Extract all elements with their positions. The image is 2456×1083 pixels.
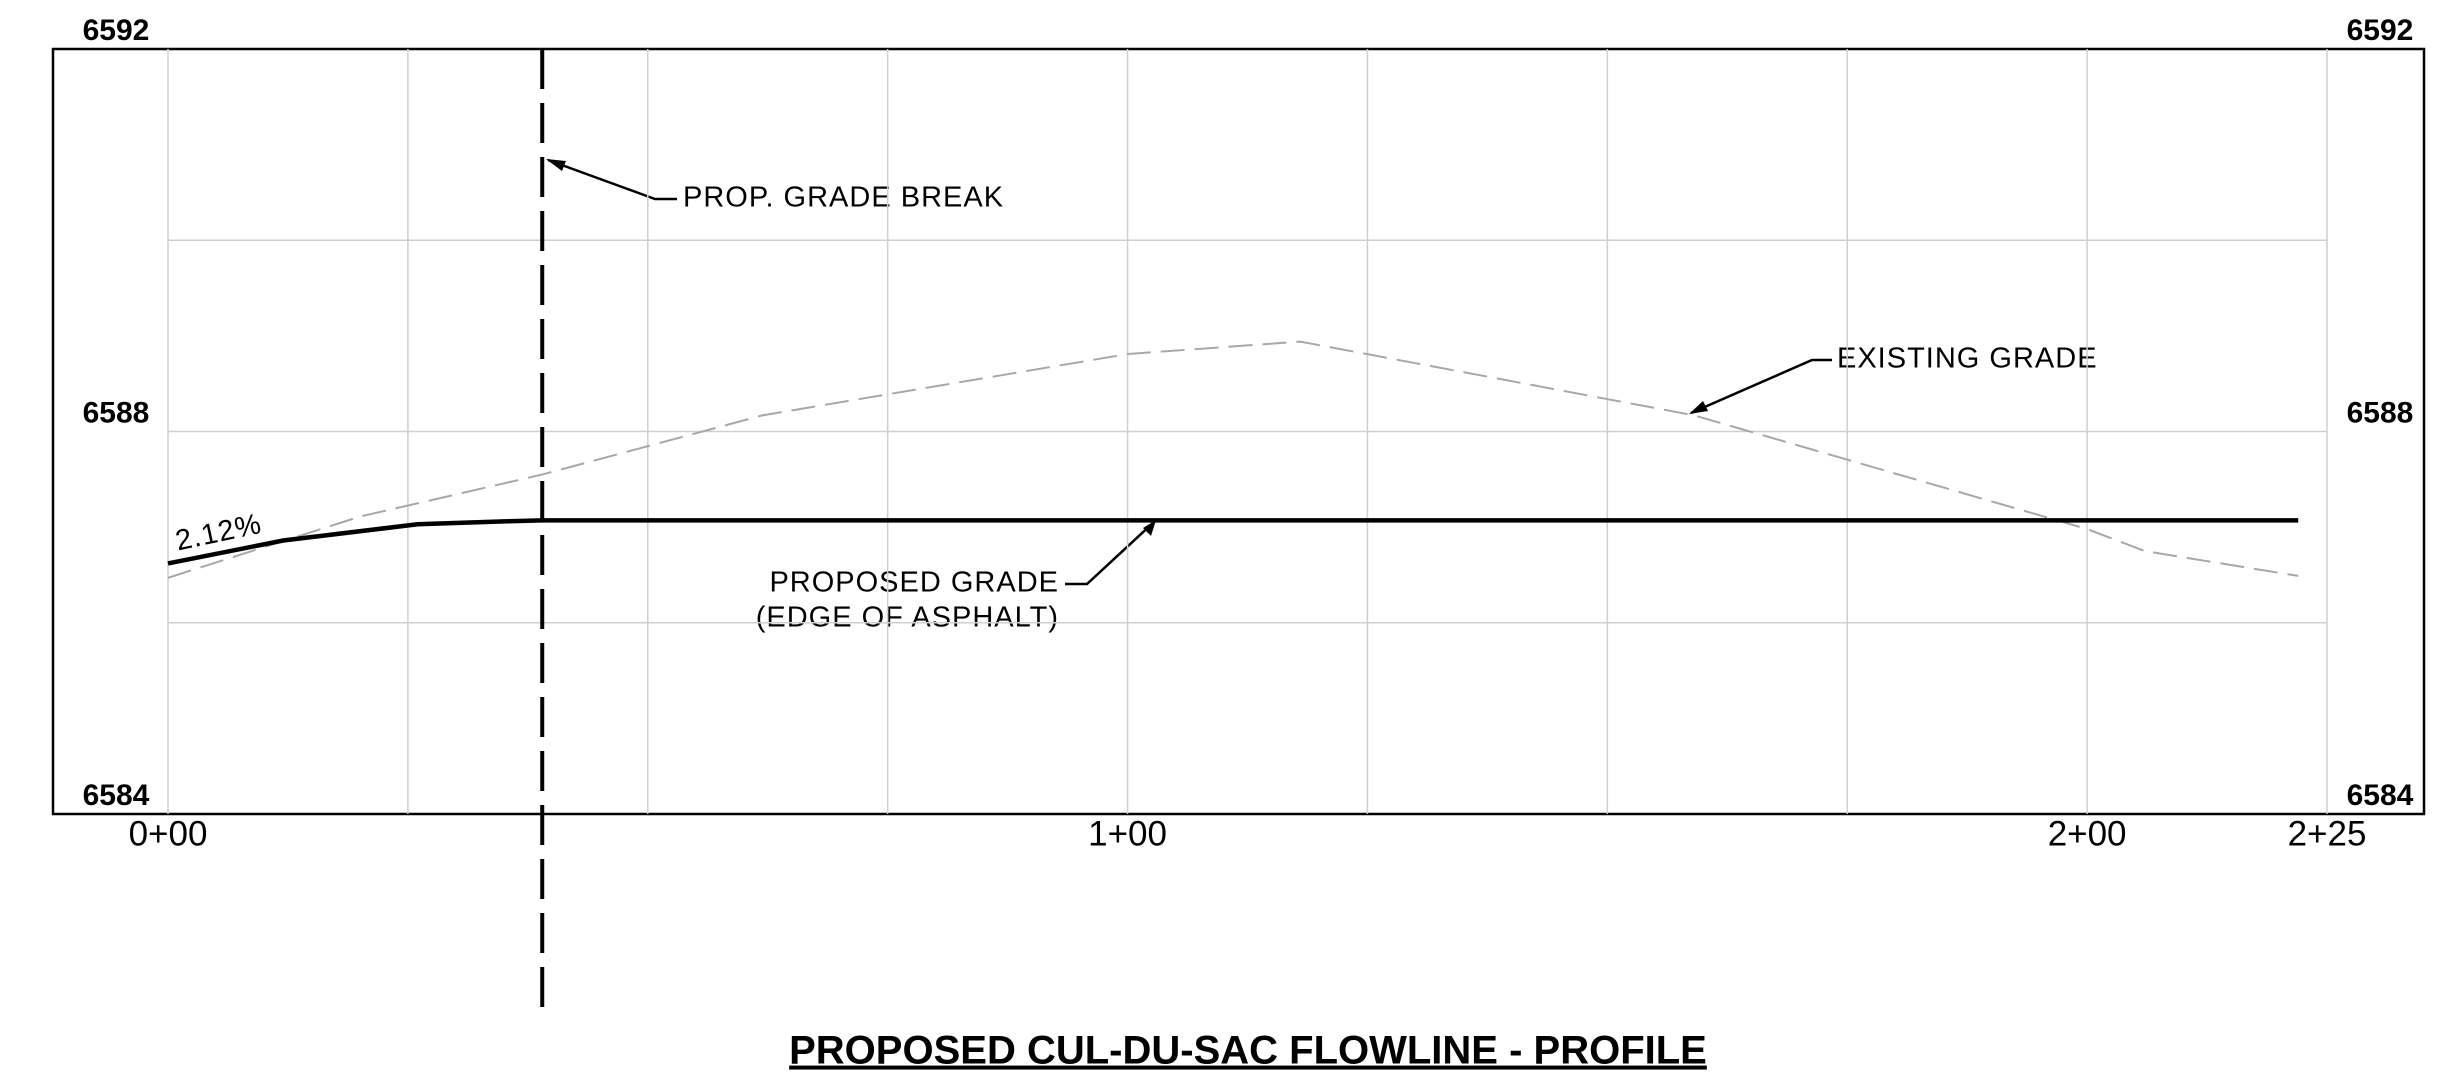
proposed-leader (1065, 521, 1155, 586)
arrowhead (1689, 401, 1708, 414)
annotation: PROP. GRADE BREAK (683, 182, 1004, 214)
y-tick-label: 6592 (2347, 14, 2414, 47)
x-tick-label: 0+00 (129, 814, 208, 853)
annotation: (EDGE OF ASPHALT) (756, 602, 1059, 634)
y-tick-label: 6584 (2347, 779, 2414, 812)
chart-title: PROPOSED CUL-DU-SAC FLOWLINE - PROFILE (789, 1029, 1707, 1073)
existing-leader (1690, 358, 1832, 415)
frame (51, 47, 2426, 816)
x-tick-label: 1+00 (1088, 814, 1167, 853)
annotation: EXISTING GRADE (1837, 343, 2098, 375)
leaders (547, 158, 1832, 586)
y-tick-label: 6588 (83, 396, 150, 429)
grade-break-leader (547, 158, 677, 201)
x-tick-label: 2+25 (2288, 814, 2367, 853)
arrowhead (1143, 520, 1156, 536)
annotation: 2.12% (173, 508, 265, 557)
grade-line (167, 518, 2299, 566)
arrowhead (546, 159, 566, 171)
y-tick-label: 6588 (2347, 396, 2414, 429)
annotation: PROPOSED GRADE (769, 567, 1059, 599)
y-tick-label: 6584 (83, 779, 150, 812)
arrowheads (546, 159, 1708, 536)
grade-line (167, 340, 2299, 579)
y-tick-label: 6592 (83, 14, 150, 47)
x-tick-label: 2+00 (2048, 814, 2127, 853)
